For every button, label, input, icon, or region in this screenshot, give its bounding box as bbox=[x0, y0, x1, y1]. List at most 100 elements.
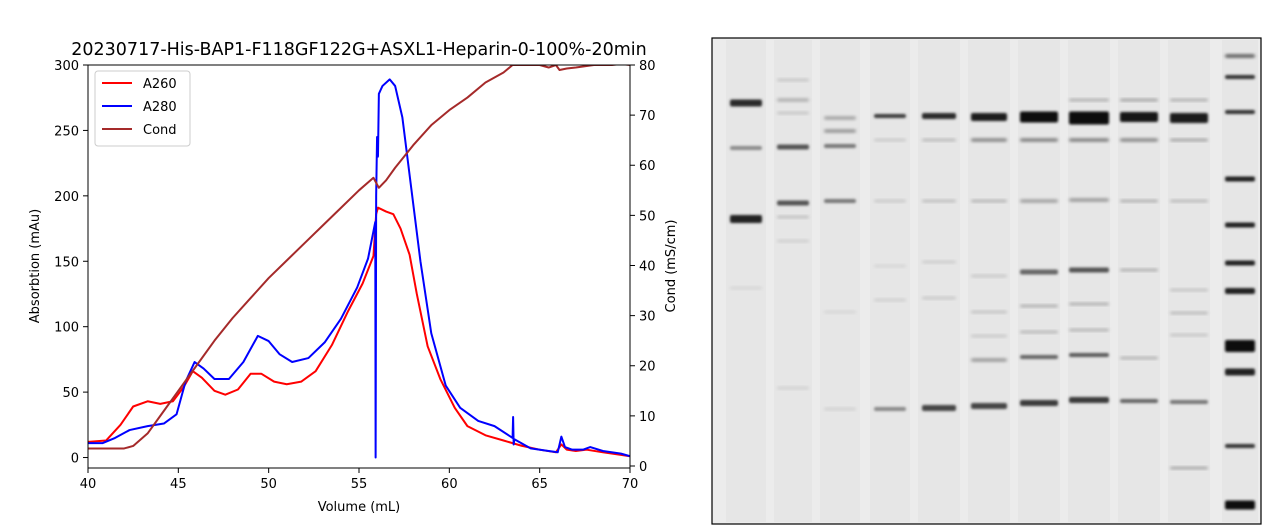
gel-band bbox=[777, 240, 809, 242]
gel-band bbox=[874, 265, 906, 267]
gel-band bbox=[824, 144, 856, 148]
chart-title: 20230717-His-BAP1-F118GF122G+ASXL1-Hepar… bbox=[71, 40, 646, 60]
gel-band bbox=[1170, 334, 1208, 336]
gel-band bbox=[1069, 111, 1109, 125]
x-tick-label: 65 bbox=[531, 477, 548, 492]
y-axis-label: Absorbtion (mAu) bbox=[28, 209, 43, 323]
legend-label-cond: Cond bbox=[143, 123, 177, 138]
legend-label-a260: A260 bbox=[143, 77, 177, 92]
x-tick-label: 70 bbox=[622, 477, 639, 492]
gel-band bbox=[824, 408, 856, 410]
y2-tick-label: 10 bbox=[639, 410, 656, 425]
gel-image bbox=[711, 37, 1262, 525]
gel-band bbox=[1120, 200, 1158, 202]
gel-band bbox=[922, 297, 956, 299]
gel-band bbox=[922, 139, 956, 141]
x-tick-label: 45 bbox=[170, 477, 187, 492]
gel-band bbox=[1170, 467, 1208, 469]
gel-band bbox=[1069, 329, 1109, 331]
gel-band bbox=[1069, 353, 1109, 357]
gel-band bbox=[1225, 110, 1255, 114]
gel-bands bbox=[730, 54, 1255, 510]
gel-band bbox=[1120, 138, 1158, 142]
gel-band bbox=[971, 200, 1007, 202]
gel-band bbox=[971, 311, 1007, 313]
gel-band bbox=[1020, 400, 1058, 406]
y-axis-right: 0 10 20 30 40 50 60 70 80 bbox=[630, 59, 656, 475]
gel-band bbox=[1170, 99, 1208, 101]
gel-band bbox=[922, 405, 956, 411]
gel-band bbox=[1020, 138, 1058, 142]
gel-band bbox=[1069, 397, 1109, 403]
gel-band bbox=[730, 287, 762, 289]
gel-band bbox=[1069, 138, 1109, 142]
gel-band bbox=[824, 129, 856, 133]
gel-band bbox=[1225, 222, 1255, 228]
x-tick-label: 60 bbox=[441, 477, 458, 492]
legend-label-a280: A280 bbox=[143, 100, 177, 115]
y2-tick-label: 0 bbox=[639, 460, 647, 475]
gel-band bbox=[874, 139, 906, 141]
gel-band bbox=[1020, 199, 1058, 203]
gel-band bbox=[1020, 111, 1058, 123]
y-tick-label: 250 bbox=[54, 124, 79, 139]
x-axis: 40 45 50 55 60 65 70 bbox=[80, 468, 639, 492]
gel-band bbox=[1170, 200, 1208, 202]
gel-band bbox=[971, 113, 1007, 121]
y-tick-label: 150 bbox=[54, 255, 79, 270]
gel-band bbox=[1225, 288, 1255, 294]
x-tick-label: 40 bbox=[80, 477, 97, 492]
gel-band bbox=[777, 216, 809, 218]
y-tick-label: 100 bbox=[54, 321, 79, 336]
y2-tick-label: 50 bbox=[639, 209, 656, 224]
gel-band bbox=[1225, 500, 1255, 510]
gel-band bbox=[1020, 305, 1058, 307]
gel-band bbox=[1225, 340, 1255, 352]
gel-band bbox=[777, 144, 809, 150]
gel-band bbox=[1170, 139, 1208, 141]
gel-band bbox=[1020, 355, 1058, 359]
y2-tick-label: 60 bbox=[639, 159, 656, 174]
gel-band bbox=[1225, 54, 1255, 58]
gel-band bbox=[1069, 198, 1109, 202]
y-tick-label: 300 bbox=[54, 59, 79, 74]
legend: A260 A280 Cond bbox=[94, 70, 191, 147]
gel-band bbox=[777, 112, 809, 114]
gel-band bbox=[1170, 312, 1208, 314]
gel-band bbox=[1225, 75, 1255, 79]
gel-band bbox=[1120, 99, 1158, 101]
gel-band bbox=[971, 358, 1007, 362]
gel-band bbox=[777, 200, 809, 206]
gel-band bbox=[1170, 113, 1208, 123]
gel-band bbox=[777, 98, 809, 102]
legend-box bbox=[94, 70, 191, 147]
gel-band bbox=[730, 215, 762, 223]
gel-band bbox=[971, 275, 1007, 277]
gel-band bbox=[971, 138, 1007, 142]
gel-band bbox=[874, 200, 906, 202]
gel-band bbox=[1120, 112, 1158, 122]
gel-band bbox=[971, 335, 1007, 337]
gel-band bbox=[777, 387, 809, 389]
gel-band bbox=[1225, 260, 1255, 266]
gel-band bbox=[1120, 399, 1158, 403]
gel-band bbox=[1069, 99, 1109, 101]
gel-band bbox=[1225, 444, 1255, 448]
gel-band bbox=[874, 299, 906, 301]
x-tick-label: 55 bbox=[351, 477, 368, 492]
y-tick-label: 50 bbox=[62, 386, 79, 401]
y2-tick-label: 40 bbox=[639, 259, 656, 274]
y-tick-label: 200 bbox=[54, 190, 79, 205]
gel-band bbox=[1020, 269, 1058, 275]
gel-band bbox=[1120, 269, 1158, 271]
gel-band bbox=[824, 116, 856, 120]
gel-band bbox=[777, 79, 809, 81]
gel-band bbox=[1225, 368, 1255, 376]
gel-band bbox=[1120, 357, 1158, 359]
gel-band bbox=[1069, 267, 1109, 273]
gel-band bbox=[1069, 303, 1109, 305]
gel-band bbox=[874, 407, 906, 411]
plot-lines bbox=[88, 65, 630, 459]
y2-tick-label: 70 bbox=[639, 109, 656, 124]
